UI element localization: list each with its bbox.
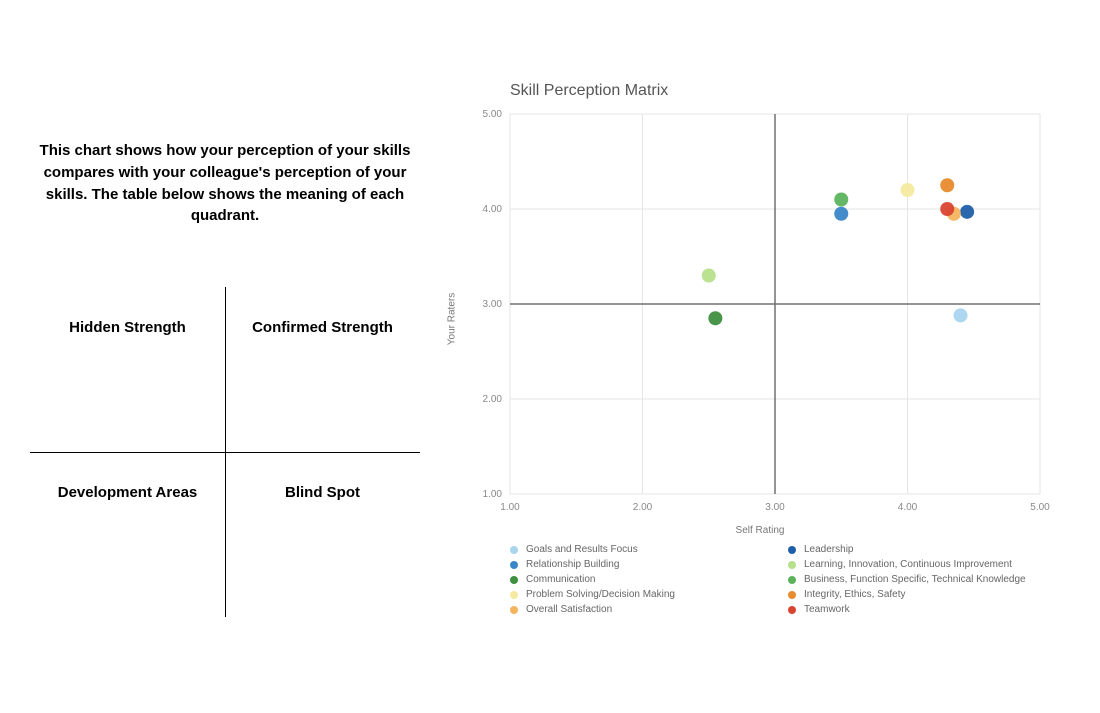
data-point (940, 202, 954, 216)
y-tick-label: 1.00 (483, 489, 503, 500)
legend-item: Relationship Building (510, 559, 772, 570)
chart-legend: Goals and Results Focus Leadership Relatio… (510, 544, 1050, 615)
data-point (708, 311, 722, 325)
legend-dot-icon (510, 606, 518, 614)
quadrant-confirmed-strength: Confirmed Strength (225, 287, 420, 452)
legend-item: Integrity, Ethics, Safety (788, 589, 1050, 600)
y-axis-label: Your Raters (447, 293, 458, 345)
left-panel: This chart shows how your perception of … (0, 0, 450, 713)
legend-item: Goals and Results Focus (510, 544, 772, 555)
x-tick-label: 4.00 (898, 502, 918, 513)
legend-item: Learning, Innovation, Continuous Improve… (788, 559, 1050, 570)
legend-label: Integrity, Ethics, Safety (804, 589, 906, 600)
legend-label: Teamwork (804, 604, 850, 615)
legend-dot-icon (510, 576, 518, 584)
data-point (960, 205, 974, 219)
legend-dot-icon (788, 591, 796, 599)
legend-label: Problem Solving/Decision Making (526, 589, 675, 600)
x-tick-label: 2.00 (633, 502, 653, 513)
legend-label: Business, Function Specific, Technical K… (804, 574, 1026, 585)
legend-dot-icon (510, 561, 518, 569)
x-tick-label: 3.00 (765, 502, 785, 513)
legend-label: Overall Satisfaction (526, 604, 612, 615)
legend-item: Problem Solving/Decision Making (510, 589, 772, 600)
quadrant-blind-spot: Blind Spot (225, 452, 420, 617)
intro-text: This chart shows how your perception of … (30, 140, 420, 227)
data-point (834, 193, 848, 207)
x-tick-label: 1.00 (500, 502, 520, 513)
data-point (940, 178, 954, 192)
chart-svg: 1.00 2.00 3.00 4.00 5.00 1.00 2.00 3.00 4.00 5.00 (460, 104, 1060, 534)
chart-title: Skill Perception Matrix (510, 82, 1100, 100)
legend-label: Relationship Building (526, 559, 619, 570)
legend-item: Overall Satisfaction (510, 604, 772, 615)
right-panel: Skill Perception Matrix Your Raters 1.00… (450, 0, 1100, 713)
legend-label: Learning, Innovation, Continuous Improve… (804, 559, 1012, 570)
y-tick-label: 5.00 (483, 109, 503, 120)
legend-item: Leadership (788, 544, 1050, 555)
y-tick-label: 2.00 (483, 394, 503, 405)
legend-item: Communication (510, 574, 772, 585)
data-point (954, 308, 968, 322)
quadrant-development-areas: Development Areas (30, 452, 225, 617)
scatter-chart: Your Raters 1.002.003.004.005.001.002.00… (460, 104, 1060, 534)
legend-dot-icon (510, 591, 518, 599)
legend-dot-icon (788, 606, 796, 614)
legend-dot-icon (788, 546, 796, 554)
quadrant-hidden-strength: Hidden Strength (30, 287, 225, 452)
legend-label: Communication (526, 574, 595, 585)
legend-item: Teamwork (788, 604, 1050, 615)
data-point (834, 207, 848, 221)
legend-dot-icon (788, 576, 796, 584)
data-point (901, 183, 915, 197)
legend-dot-icon (510, 546, 518, 554)
legend-label: Leadership (804, 544, 853, 555)
page-root: This chart shows how your perception of … (0, 0, 1100, 713)
data-point (702, 269, 716, 283)
y-tick-label: 4.00 (483, 204, 503, 215)
x-axis-label: Self Rating (736, 525, 785, 536)
x-tick-label: 5.00 (1030, 502, 1050, 513)
quadrant-table: Hidden Strength Confirmed Strength Devel… (30, 287, 420, 617)
legend-label: Goals and Results Focus (526, 544, 638, 555)
legend-item: Business, Function Specific, Technical K… (788, 574, 1050, 585)
y-tick-label: 3.00 (483, 299, 503, 310)
legend-dot-icon (788, 561, 796, 569)
